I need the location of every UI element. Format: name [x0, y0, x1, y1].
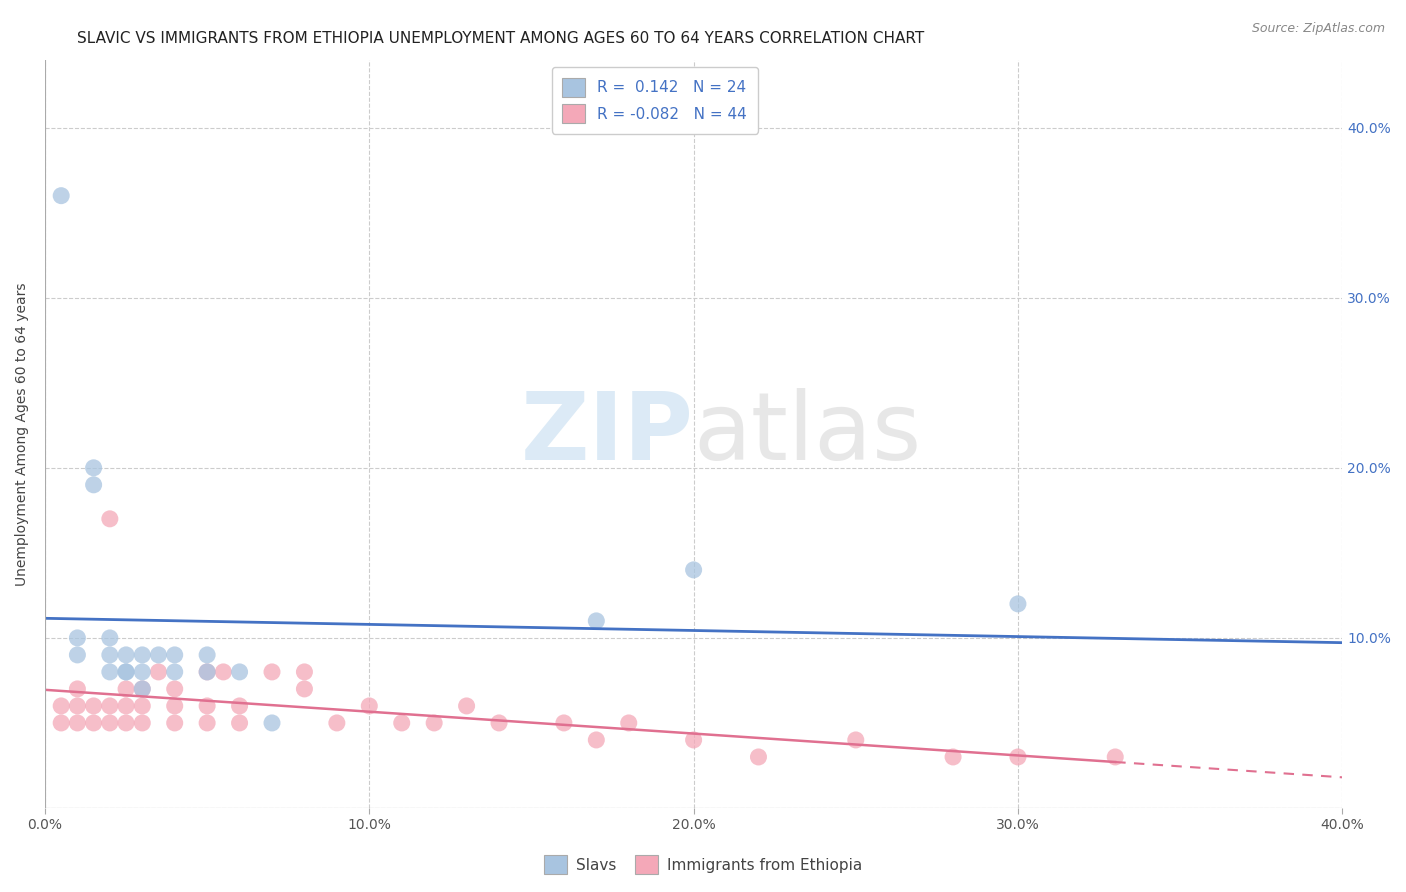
- Point: [98, 648, 121, 662]
- Point: [845, 733, 868, 747]
- Point: [1007, 750, 1029, 764]
- Point: [83, 715, 105, 730]
- Point: [115, 715, 138, 730]
- Point: [423, 715, 446, 730]
- Point: [163, 665, 186, 679]
- Point: [294, 665, 316, 679]
- Point: [585, 614, 607, 628]
- Point: [83, 460, 105, 475]
- Point: [66, 648, 89, 662]
- Text: ZIP: ZIP: [520, 388, 693, 480]
- Point: [212, 665, 235, 679]
- Point: [131, 715, 153, 730]
- Point: [617, 715, 640, 730]
- Point: [195, 715, 218, 730]
- Point: [131, 648, 153, 662]
- Point: [942, 750, 965, 764]
- Point: [228, 665, 250, 679]
- Point: [131, 681, 153, 696]
- Point: [163, 681, 186, 696]
- Point: [456, 698, 478, 713]
- Point: [391, 715, 413, 730]
- Point: [66, 681, 89, 696]
- Point: [195, 698, 218, 713]
- Point: [260, 715, 283, 730]
- Point: [260, 665, 283, 679]
- Point: [66, 631, 89, 645]
- Text: Source: ZipAtlas.com: Source: ZipAtlas.com: [1251, 22, 1385, 36]
- Point: [1007, 597, 1029, 611]
- Point: [51, 698, 73, 713]
- Point: [195, 665, 218, 679]
- Point: [585, 733, 607, 747]
- Point: [98, 698, 121, 713]
- Point: [115, 665, 138, 679]
- Point: [115, 648, 138, 662]
- Point: [148, 648, 170, 662]
- Point: [488, 715, 510, 730]
- Point: [163, 698, 186, 713]
- Point: [98, 631, 121, 645]
- Text: SLAVIC VS IMMIGRANTS FROM ETHIOPIA UNEMPLOYMENT AMONG AGES 60 TO 64 YEARS CORREL: SLAVIC VS IMMIGRANTS FROM ETHIOPIA UNEMP…: [77, 31, 925, 46]
- Point: [66, 698, 89, 713]
- Point: [359, 698, 381, 713]
- Legend: R =  0.142   N = 24, R = -0.082   N = 44: R = 0.142 N = 24, R = -0.082 N = 44: [551, 67, 758, 134]
- Legend: Slavs, Immigrants from Ethiopia: Slavs, Immigrants from Ethiopia: [538, 849, 868, 880]
- Point: [115, 665, 138, 679]
- Point: [294, 681, 316, 696]
- Point: [98, 715, 121, 730]
- Point: [747, 750, 769, 764]
- Y-axis label: Unemployment Among Ages 60 to 64 years: Unemployment Among Ages 60 to 64 years: [15, 282, 30, 585]
- Point: [228, 715, 250, 730]
- Point: [682, 563, 704, 577]
- Text: atlas: atlas: [693, 388, 922, 480]
- Point: [115, 681, 138, 696]
- Point: [326, 715, 349, 730]
- Point: [51, 715, 73, 730]
- Point: [131, 665, 153, 679]
- Point: [195, 648, 218, 662]
- Point: [131, 681, 153, 696]
- Point: [228, 698, 250, 713]
- Point: [66, 715, 89, 730]
- Point: [98, 512, 121, 526]
- Point: [1104, 750, 1126, 764]
- Point: [83, 478, 105, 492]
- Point: [553, 715, 575, 730]
- Point: [682, 733, 704, 747]
- Point: [83, 698, 105, 713]
- Point: [131, 698, 153, 713]
- Point: [98, 665, 121, 679]
- Point: [163, 648, 186, 662]
- Point: [115, 698, 138, 713]
- Point: [148, 665, 170, 679]
- Point: [163, 715, 186, 730]
- Point: [195, 665, 218, 679]
- Point: [51, 188, 73, 202]
